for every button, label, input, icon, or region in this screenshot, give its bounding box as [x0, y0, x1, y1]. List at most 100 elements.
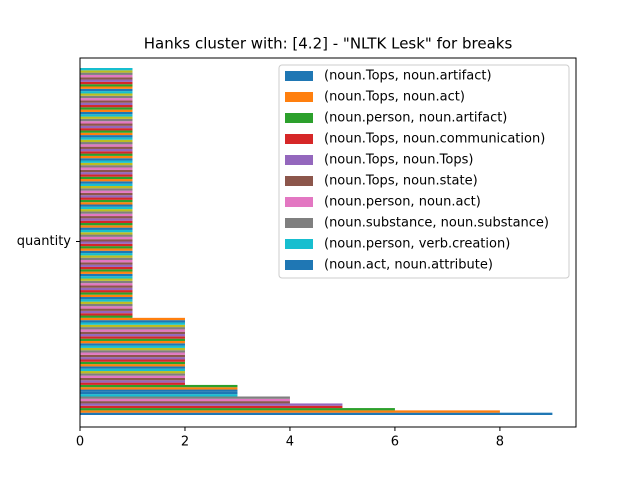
bar: [80, 79, 133, 82]
bar: [80, 105, 133, 108]
bar: [80, 222, 133, 226]
chart-title: Hanks cluster with: [4.2] - "NLTK Lesk" …: [144, 35, 513, 53]
bar: [80, 375, 185, 378]
legend-box: [278, 64, 570, 279]
bar: [80, 169, 133, 173]
bar: [80, 387, 238, 390]
bar: [80, 236, 133, 240]
bar: [80, 283, 133, 286]
legend-label: (noun.person, noun.act): [324, 195, 481, 210]
bar: [80, 68, 133, 71]
legend-swatch: [285, 197, 313, 207]
bar: [80, 232, 133, 235]
bar: [80, 95, 133, 99]
x-tick-label: 8: [496, 435, 504, 450]
bar: [80, 327, 185, 330]
bar: [80, 347, 185, 351]
bar: [80, 408, 395, 411]
bar: [80, 107, 133, 110]
bar: [80, 111, 133, 115]
bar: [80, 260, 133, 263]
bar: [80, 310, 133, 314]
bar: [80, 373, 185, 376]
bar: [80, 361, 185, 365]
bar: [80, 209, 133, 212]
bar: [80, 401, 290, 404]
bar: [80, 81, 133, 85]
bar: [80, 334, 185, 337]
bar: [80, 403, 343, 406]
bar: [80, 359, 185, 362]
bar: [80, 366, 185, 369]
bar: [80, 292, 133, 295]
legend-label: (noun.Tops, noun.Tops): [324, 153, 473, 168]
y-tick-label: quantity: [17, 234, 72, 249]
bar: [80, 116, 133, 119]
bar: [80, 153, 133, 156]
bar: [80, 155, 133, 159]
bar: [80, 185, 133, 189]
bar: [80, 306, 133, 309]
bar: [80, 137, 133, 140]
legend-label: (noun.Tops, noun.act): [324, 90, 465, 105]
bar: [80, 195, 133, 198]
bar: [80, 278, 133, 281]
bar: [80, 410, 500, 413]
bar: [80, 109, 133, 112]
bar: [80, 125, 133, 129]
bar: [80, 174, 133, 177]
bar: [80, 86, 133, 89]
bar: [80, 380, 185, 383]
bar: [80, 313, 133, 316]
bar: [80, 280, 133, 284]
bar: [80, 301, 133, 304]
bar: [80, 100, 133, 103]
bar: [80, 297, 133, 300]
bar: [80, 384, 238, 388]
bar: [80, 273, 133, 277]
legend-label: (noun.person, verb.creation): [324, 237, 510, 252]
bar: [80, 70, 133, 73]
bar: [80, 216, 133, 219]
bar: [80, 352, 185, 355]
bar: [80, 322, 185, 325]
bar: [80, 382, 185, 385]
bar: [80, 299, 133, 302]
bar: [80, 204, 133, 207]
bar: [80, 264, 133, 267]
bar: [80, 158, 133, 161]
bar: [80, 197, 133, 200]
bar: [80, 84, 133, 87]
legend-label: (noun.Tops, noun.communication): [324, 132, 545, 147]
bar: [80, 303, 133, 307]
bar: [80, 179, 133, 182]
legend-swatch: [285, 92, 313, 102]
bar: [80, 72, 133, 75]
legend-label: (noun.Tops, noun.artifact): [324, 69, 492, 84]
x-tick-label: 6: [391, 435, 399, 450]
bar: [80, 227, 133, 230]
bar: [80, 144, 133, 147]
bar: [80, 118, 133, 122]
legend-label: (noun.person, noun.artifact): [324, 111, 507, 126]
bar: [80, 329, 185, 332]
bar: [80, 255, 133, 258]
bar: [80, 285, 133, 288]
bar: [80, 98, 133, 101]
bar: [80, 162, 133, 166]
bar: [80, 248, 133, 251]
bar: [80, 190, 133, 193]
x-tick-label: 4: [286, 435, 294, 450]
bar: [80, 354, 185, 358]
bar: [80, 317, 185, 321]
bar: [80, 324, 185, 328]
bar: [80, 139, 133, 143]
legend-swatch: [285, 155, 313, 165]
bar: [80, 142, 133, 145]
bar: [80, 257, 133, 261]
legend-swatch: [285, 239, 313, 249]
bar: [80, 336, 185, 339]
bar: [80, 377, 185, 381]
bar: [80, 276, 133, 279]
